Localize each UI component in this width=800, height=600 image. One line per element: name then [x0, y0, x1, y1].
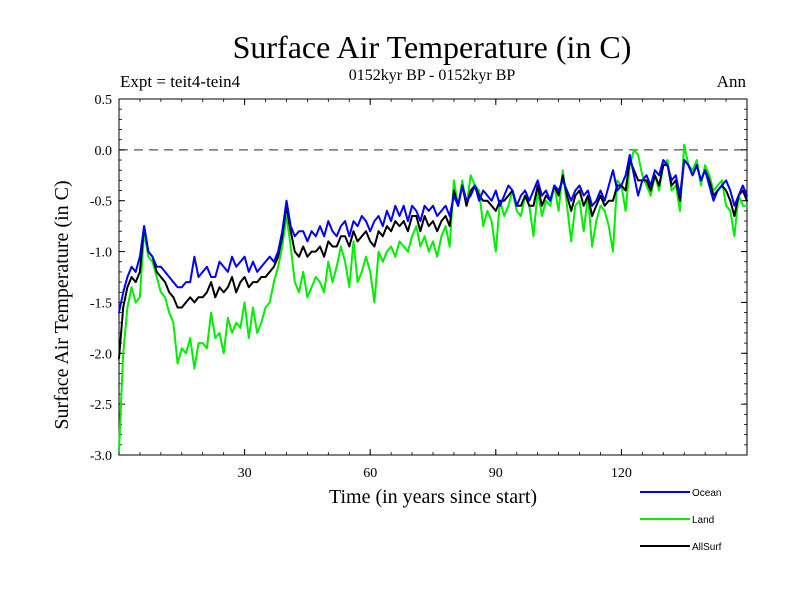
y-tick-label: -2.5 [90, 398, 112, 413]
series-line-land [118, 143, 748, 451]
legend: Ocean Land AllSurf [640, 488, 722, 553]
legend-label-allsurf: AllSurf [692, 542, 722, 553]
y-tick-label: -1.5 [90, 296, 112, 311]
y-tick-label: 0.0 [95, 144, 113, 159]
series-group [118, 143, 748, 451]
y-tick-label: -2.0 [90, 347, 112, 362]
series-line-ocean [118, 153, 748, 314]
x-tick-label: 30 [238, 466, 252, 481]
experiment-label: Expt = teit4-tein4 [120, 72, 241, 91]
season-label: Ann [717, 72, 747, 91]
x-tick-label: 90 [489, 466, 503, 481]
chart-title: Surface Air Temperature (in C) [233, 29, 632, 65]
axis-ticks-group: 0.5 0.0 -0.5 -1.0 -1.5 -2.0 -2.5 -3.0 30 60 90 120 [90, 93, 748, 481]
legend-label-ocean: Ocean [692, 488, 721, 499]
y-tick-label: -1.0 [90, 246, 112, 261]
x-tick-label: 120 [611, 466, 632, 481]
y-tick-label: 0.5 [95, 93, 113, 108]
y-axis-label: Surface Air Temperature (in C) [51, 180, 73, 429]
y-tick-label: -0.5 [90, 195, 112, 210]
x-axis-label: Time (in years since start) [329, 486, 537, 508]
legend-label-land: Land [692, 515, 714, 526]
y-tick-label: -3.0 [90, 449, 112, 464]
chart-subtitle: 0152kyr BP - 0152kyr BP [349, 67, 516, 84]
x-tick-label: 60 [363, 466, 377, 481]
